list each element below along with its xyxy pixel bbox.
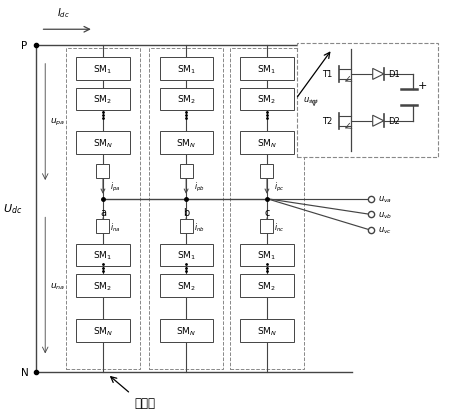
Text: $\mathit{i_{nb}}$: $\mathit{i_{nb}}$ — [193, 221, 204, 234]
Text: $\mathit{i_{pa}}$: $\mathit{i_{pa}}$ — [110, 180, 120, 193]
Text: D2: D2 — [388, 117, 399, 126]
Bar — [66, 49, 139, 369]
Text: $\mathrm{SM}_{N}$: $\mathrm{SM}_{N}$ — [175, 137, 196, 149]
Text: $\mathrm{SM}_{1}$: $\mathrm{SM}_{1}$ — [176, 249, 195, 262]
Text: $\mathrm{SM}_{1}$: $\mathrm{SM}_{1}$ — [93, 63, 112, 76]
Bar — [76, 88, 129, 111]
Text: $\mathit{i_{na}}$: $\mathit{i_{na}}$ — [110, 221, 120, 234]
Text: $\mathit{i_{pc}}$: $\mathit{i_{pc}}$ — [274, 180, 284, 193]
Text: c: c — [264, 208, 269, 218]
Text: $\mathrm{SM}_{N}$: $\mathrm{SM}_{N}$ — [257, 325, 276, 337]
Text: D1: D1 — [388, 70, 399, 79]
Bar — [179, 164, 192, 178]
Bar — [96, 220, 109, 233]
Bar — [76, 319, 129, 342]
Text: $\mathrm{SM}_{2}$: $\mathrm{SM}_{2}$ — [93, 94, 112, 106]
Text: $\mathrm{SM}_{2}$: $\mathrm{SM}_{2}$ — [257, 94, 276, 106]
Bar — [179, 220, 192, 233]
Bar — [260, 220, 273, 233]
Text: $\mathit{u_{vb}}$: $\mathit{u_{vb}}$ — [377, 210, 391, 220]
Text: $\mathrm{SM}_{1}$: $\mathrm{SM}_{1}$ — [257, 63, 276, 76]
Text: $I_{dc}$: $I_{dc}$ — [57, 7, 70, 20]
Text: $\mathrm{SM}_{N}$: $\mathrm{SM}_{N}$ — [175, 325, 196, 337]
Polygon shape — [372, 69, 383, 80]
Bar — [159, 58, 212, 81]
Bar — [96, 164, 109, 178]
Text: $\mathit{u_{va}}$: $\mathit{u_{va}}$ — [377, 194, 391, 204]
Bar — [159, 132, 212, 154]
Bar — [76, 132, 129, 154]
Bar — [240, 244, 293, 267]
Bar — [159, 319, 212, 342]
Text: $\mathrm{SM}_{2}$: $\mathrm{SM}_{2}$ — [176, 279, 195, 292]
Text: $u_{na}$: $u_{na}$ — [50, 281, 65, 291]
Text: $\mathrm{SM}_{2}$: $\mathrm{SM}_{2}$ — [93, 279, 112, 292]
Text: $\mathrm{SM}_{2}$: $\mathrm{SM}_{2}$ — [176, 94, 195, 106]
Bar — [149, 49, 222, 369]
Bar — [240, 274, 293, 297]
Bar — [296, 44, 437, 158]
Bar — [240, 319, 293, 342]
Bar — [240, 58, 293, 81]
Bar — [159, 88, 212, 111]
Text: +: + — [417, 81, 426, 91]
Bar — [76, 244, 129, 267]
Text: $\mathrm{SM}_{1}$: $\mathrm{SM}_{1}$ — [93, 249, 112, 262]
Text: $\mathrm{SM}_{N}$: $\mathrm{SM}_{N}$ — [93, 325, 113, 337]
Polygon shape — [372, 116, 383, 127]
Text: N: N — [20, 367, 28, 377]
Bar — [76, 58, 129, 81]
Text: $\mathrm{SM}_{2}$: $\mathrm{SM}_{2}$ — [257, 279, 276, 292]
Bar — [240, 88, 293, 111]
Bar — [230, 49, 303, 369]
Text: T2: T2 — [321, 117, 332, 126]
Text: 相单元: 相单元 — [134, 396, 155, 409]
Text: b: b — [182, 208, 189, 218]
Text: $\mathit{i_{pb}}$: $\mathit{i_{pb}}$ — [193, 180, 204, 193]
Bar — [240, 132, 293, 154]
Bar — [76, 274, 129, 297]
Text: $\mathit{i_{nc}}$: $\mathit{i_{nc}}$ — [274, 221, 284, 234]
Text: $U_{dc}$: $U_{dc}$ — [3, 202, 22, 216]
Text: $\mathrm{SM}_{N}$: $\mathrm{SM}_{N}$ — [93, 137, 113, 149]
Text: $u_{sm}$: $u_{sm}$ — [302, 95, 318, 105]
Text: T1: T1 — [321, 70, 332, 79]
Text: P: P — [21, 41, 27, 51]
Text: $\mathrm{SM}_{1}$: $\mathrm{SM}_{1}$ — [176, 63, 195, 76]
Bar — [260, 164, 273, 178]
Text: $u_{pa}$: $u_{pa}$ — [50, 117, 65, 128]
Text: $\mathrm{SM}_{1}$: $\mathrm{SM}_{1}$ — [257, 249, 276, 262]
Bar — [159, 274, 212, 297]
Text: a: a — [100, 208, 106, 218]
Text: $\mathrm{SM}_{N}$: $\mathrm{SM}_{N}$ — [257, 137, 276, 149]
Bar — [159, 244, 212, 267]
Text: $\mathit{u_{vc}}$: $\mathit{u_{vc}}$ — [377, 225, 391, 236]
